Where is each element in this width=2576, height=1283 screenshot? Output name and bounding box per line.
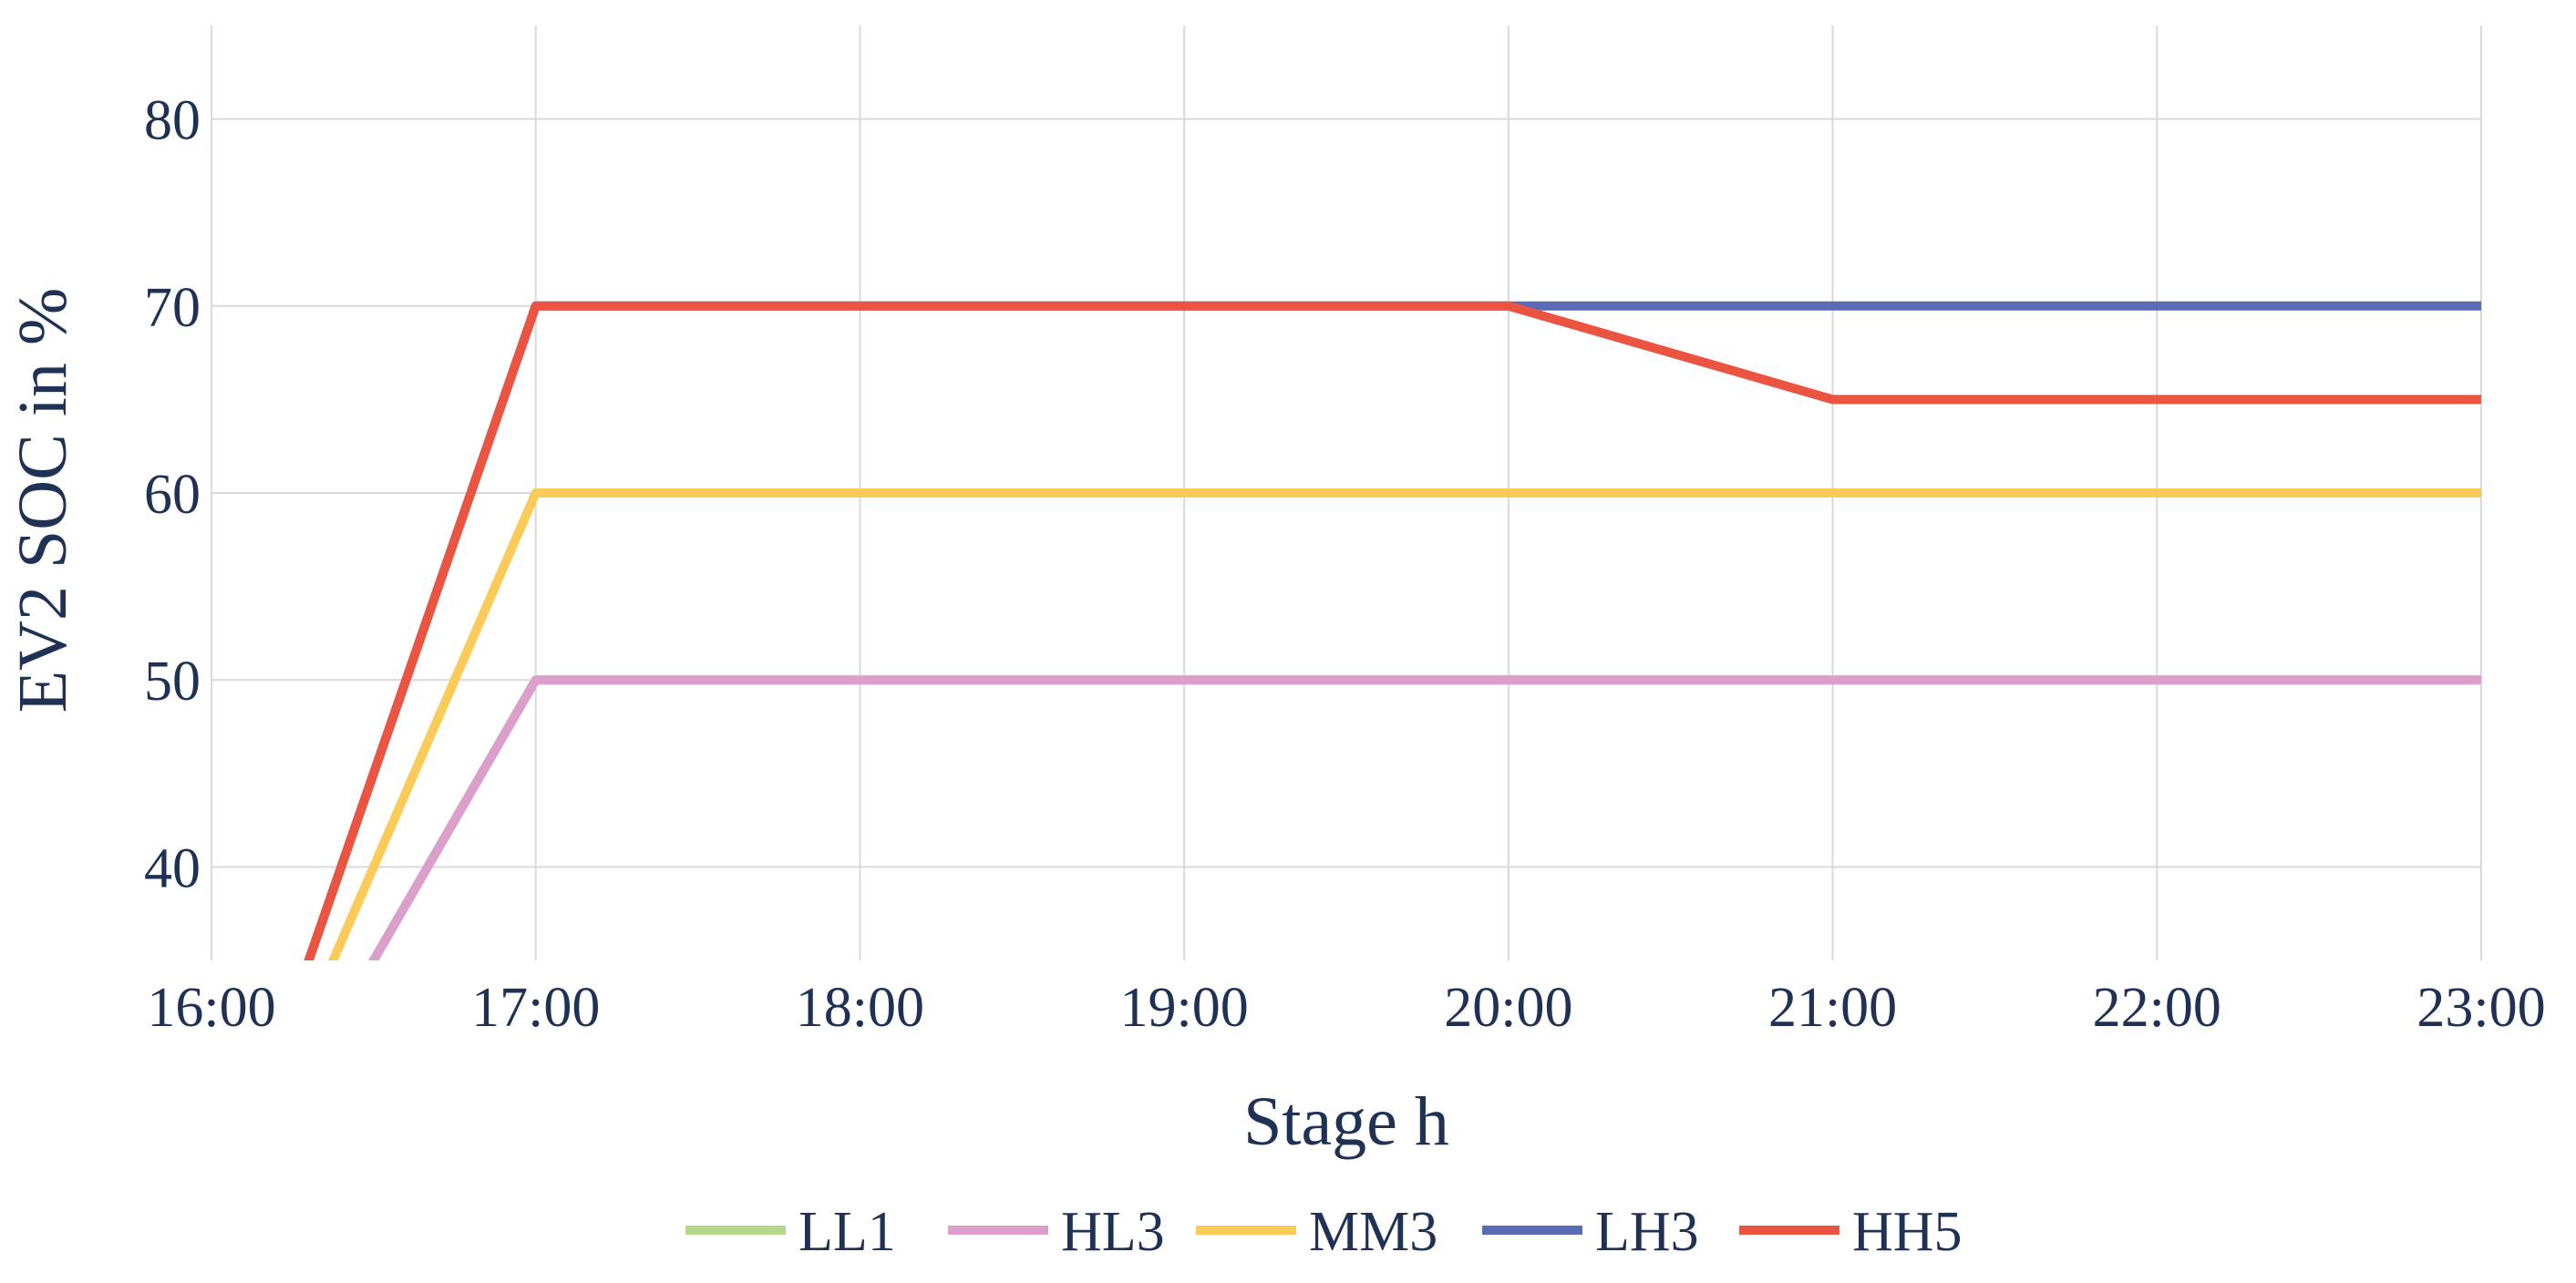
x-tick-label: 18:00	[796, 977, 924, 1039]
x-tick-label: 17:00	[471, 977, 600, 1039]
legend-label-lh3: LH3	[1595, 1201, 1699, 1263]
series-line-mm3	[327, 488, 2481, 960]
y-axis-title: EV2 SOC in %	[5, 288, 81, 713]
x-tick-label: 16:00	[147, 977, 275, 1039]
series-lines	[304, 301, 2481, 960]
x-tick-label: 19:00	[1120, 977, 1249, 1039]
legend-label-hh5: HH5	[1852, 1201, 1963, 1263]
legend-label-hl3: HL3	[1061, 1201, 1165, 1263]
x-tick-label: 21:00	[1768, 977, 1897, 1039]
y-tick-label: 40	[144, 837, 201, 899]
x-tick-label: 20:00	[1444, 977, 1572, 1039]
y-tick-label: 80	[144, 90, 201, 152]
x-tick-label: 22:00	[2093, 977, 2221, 1039]
y-tick-label: 60	[144, 464, 201, 526]
y-tick-label: 70	[144, 277, 201, 339]
x-axis-tick-labels: 16:00 17:00 18:00 19:00 20:00 21:00 22:00 23:00	[147, 977, 2545, 1039]
legend: LL1 HL3 MM3 LH3 HH5	[685, 1201, 1963, 1263]
y-tick-label: 50	[144, 651, 201, 713]
legend-label-ll1: LL1	[799, 1201, 896, 1263]
series-line-hl3	[368, 675, 2481, 960]
x-axis-title: Stage h	[1243, 1083, 1449, 1160]
y-axis-tick-labels: 40 50 60 70 80	[144, 90, 201, 900]
x-tick-label: 23:00	[2416, 977, 2545, 1039]
series-line-hh5	[304, 301, 2481, 960]
legend-label-mm3: MM3	[1309, 1201, 1437, 1263]
